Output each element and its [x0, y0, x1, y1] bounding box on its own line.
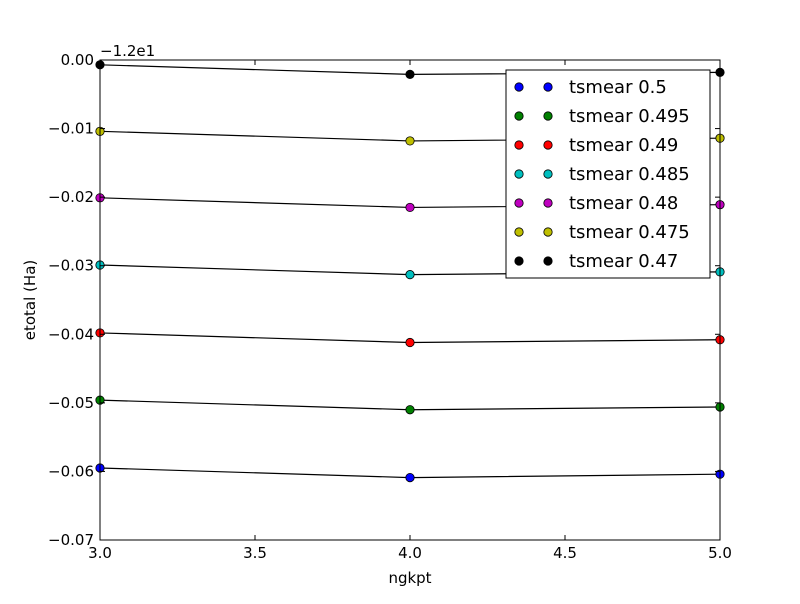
legend-marker [514, 256, 524, 266]
x-tick-label: 5.0 [708, 544, 732, 562]
legend-marker [514, 169, 524, 179]
legend-label: tsmear 0.485 [569, 164, 690, 185]
legend-marker [543, 198, 553, 208]
x-tick-label: 3.5 [243, 544, 267, 562]
data-point [405, 270, 415, 280]
x-tick-label: 4.0 [398, 544, 422, 562]
data-point [405, 136, 415, 146]
y-tick-label: −0.07 [48, 531, 94, 549]
legend-label: tsmear 0.5 [569, 77, 667, 98]
legend-marker [543, 227, 553, 237]
legend-label: tsmear 0.495 [569, 106, 690, 127]
y-axis-label: etotal (Ha) [21, 260, 39, 340]
data-point [405, 337, 415, 348]
legend-label: tsmear 0.475 [569, 222, 690, 243]
legend-marker [514, 111, 524, 121]
legend-marker [543, 169, 553, 179]
y-tick-label: −0.01 [48, 120, 94, 138]
y-tick-label: −0.04 [48, 325, 94, 343]
legend-label: tsmear 0.49 [569, 135, 678, 156]
legend: tsmear 0.5 tsmear 0.495 tsmear 0.49 tsmear … [505, 69, 711, 279]
legend-label: tsmear 0.47 [569, 251, 678, 272]
series-points [95, 60, 725, 483]
x-tick-label: 3.0 [88, 544, 112, 562]
legend-marker [543, 256, 553, 266]
legend-marker [514, 82, 524, 92]
y-tick-label: −0.02 [48, 188, 94, 206]
legend-label: tsmear 0.48 [569, 193, 678, 214]
legend-box [505, 69, 711, 279]
legend-marker [514, 198, 524, 208]
data-point [405, 472, 415, 483]
legend-marker [514, 227, 524, 237]
y-tick-label: 0.00 [61, 51, 94, 69]
data-point [405, 202, 415, 213]
legend-marker [543, 82, 553, 92]
axis-ticks [99, 59, 721, 541]
legend-marker [514, 140, 524, 150]
y-offset-label: −1.2e1 [100, 42, 155, 60]
y-tick-label: −0.03 [48, 257, 94, 275]
x-axis-label: ngkpt [388, 569, 431, 587]
x-tick-label: 4.5 [553, 544, 577, 562]
data-point [405, 405, 415, 415]
legend-marker [543, 140, 553, 150]
data-point [405, 69, 415, 80]
y-tick-label: −0.06 [48, 462, 94, 480]
axis-tick-labels: 3.0 3.5 4.0 4.5 5.0 0.00 −0.01 −0.02 −0.03 −0.04 −… [48, 51, 732, 562]
legend-marker [543, 111, 553, 121]
y-tick-label: −0.05 [48, 394, 94, 412]
